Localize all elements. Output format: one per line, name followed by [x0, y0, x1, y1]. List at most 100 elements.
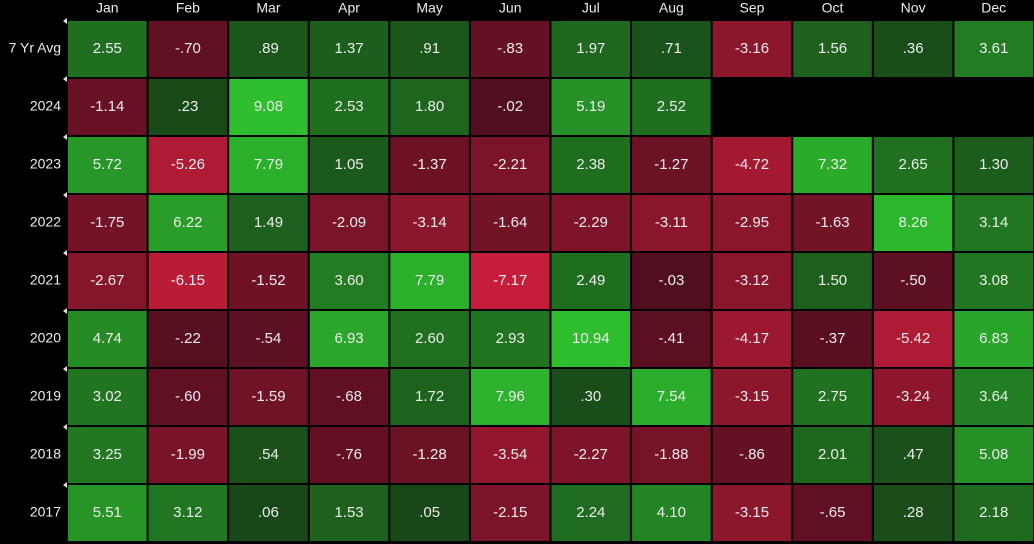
heat-cell — [470, 253, 550, 309]
cell-label: 3.25 — [93, 446, 122, 463]
cell-label: 2.01 — [818, 446, 847, 463]
cell-label: 4.74 — [93, 330, 122, 347]
heat-cell — [68, 79, 147, 135]
cell-label: 1.72 — [415, 388, 444, 405]
cell-label: -.22 — [175, 330, 201, 347]
heat-cell — [148, 369, 228, 425]
cell-label: -1.63 — [815, 214, 849, 231]
heat-cell — [148, 137, 228, 193]
heat-cell — [712, 485, 792, 541]
heat-cell — [551, 485, 631, 541]
cell-label: -2.29 — [574, 214, 608, 231]
heat-cell — [712, 195, 792, 251]
cell-label: 7.79 — [254, 156, 283, 173]
cell-label: .54 — [258, 446, 279, 463]
heat-cell — [470, 311, 550, 367]
cell-label: -.70 — [175, 40, 201, 57]
heat-cell — [470, 79, 550, 135]
heat-cell — [954, 427, 1033, 483]
heat-cell — [954, 253, 1033, 309]
cell-label: 2.93 — [496, 330, 525, 347]
cell-label: 2.18 — [979, 504, 1008, 521]
row-marker — [63, 366, 67, 372]
cell-label: 7.32 — [818, 156, 847, 173]
cell-label: 2.52 — [657, 98, 686, 115]
heat-cell — [793, 253, 872, 309]
cell-label: -3.11 — [655, 214, 688, 231]
cell-label: -1.75 — [90, 214, 124, 231]
column-header: Apr — [338, 0, 360, 16]
row-marker — [63, 134, 67, 140]
cell-label: -3.24 — [896, 388, 930, 405]
cell-label: -3.54 — [493, 446, 527, 463]
row-marker — [63, 424, 67, 430]
heat-cell — [873, 21, 953, 77]
heat-cell — [793, 21, 872, 77]
cell-label: -1.28 — [413, 446, 447, 463]
cell-label: -1.52 — [251, 272, 285, 289]
row-marker — [63, 250, 67, 256]
cell-label: -.86 — [739, 446, 765, 463]
cell-label: -1.88 — [654, 446, 688, 463]
heat-cell — [793, 485, 872, 541]
cell-label: 5.19 — [576, 98, 605, 115]
heat-cell — [470, 485, 550, 541]
cell-label: -1.27 — [654, 156, 688, 173]
column-header: Aug — [659, 0, 684, 16]
row-marker — [63, 76, 67, 82]
heat-cell — [229, 253, 308, 309]
cell-label: 3.08 — [979, 272, 1008, 289]
cell-label: 1.49 — [254, 214, 283, 231]
column-header: Dec — [981, 0, 1006, 16]
cell-label: 2.24 — [576, 504, 605, 521]
cell-label: 1.97 — [576, 40, 605, 57]
cell-label: .47 — [903, 446, 924, 463]
heat-cell — [712, 369, 792, 425]
heat-cell — [229, 21, 308, 77]
heat-cell — [632, 21, 711, 77]
heat-cell — [793, 427, 872, 483]
heat-cell — [309, 21, 389, 77]
cell-label: -1.59 — [251, 388, 285, 405]
cell-label: 1.05 — [334, 156, 363, 173]
heat-cell — [954, 137, 1033, 193]
heat-cell — [551, 427, 631, 483]
cell-label: -.02 — [497, 98, 523, 115]
heat-cell — [712, 21, 792, 77]
cell-label: 3.60 — [334, 272, 363, 289]
cell-label: -1.99 — [171, 446, 205, 463]
cell-label: -.65 — [820, 504, 846, 521]
heat-cell — [954, 21, 1033, 77]
cell-label: -2.95 — [735, 214, 769, 231]
heat-cell — [309, 485, 389, 541]
column-header: Feb — [176, 0, 200, 16]
heat-cell — [551, 311, 631, 367]
cell-label: .23 — [177, 98, 198, 115]
cell-label: -6.15 — [171, 272, 205, 289]
cell-label: 1.37 — [334, 40, 363, 57]
heat-cell — [551, 21, 631, 77]
heat-cell — [390, 311, 469, 367]
cell-label: 2.65 — [899, 156, 928, 173]
heat-cell — [712, 253, 792, 309]
heat-cell — [873, 137, 953, 193]
heat-cell — [390, 369, 469, 425]
heat-cell — [229, 79, 308, 135]
cell-label: 6.83 — [979, 330, 1008, 347]
cell-label: -2.21 — [493, 156, 527, 173]
heat-cell — [551, 253, 631, 309]
cell-label: 3.64 — [979, 388, 1008, 405]
row-marker — [63, 482, 67, 488]
cell-label: 5.72 — [93, 156, 122, 173]
heat-cell — [551, 195, 631, 251]
column-header: Sep — [739, 0, 764, 16]
cell-label: -2.67 — [90, 272, 124, 289]
row-header: 2019 — [30, 388, 61, 404]
heat-cell — [390, 485, 469, 541]
cell-label: 7.96 — [496, 388, 525, 405]
row-marker — [63, 18, 67, 24]
heat-cell — [712, 311, 792, 367]
heat-cell — [390, 253, 469, 309]
